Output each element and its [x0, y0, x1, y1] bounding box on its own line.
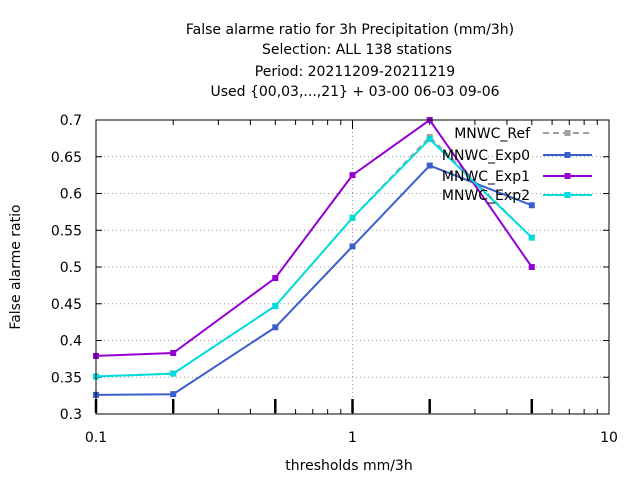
y-tick-label: 0.35 — [51, 370, 82, 386]
y-tick-label: 0.3 — [60, 407, 82, 423]
series-line — [95, 118, 533, 357]
series-line — [95, 137, 533, 378]
data-point — [272, 324, 279, 331]
x-tick-label: 0.1 — [85, 430, 107, 446]
chart-title-line-3: Period: 20211209-20211219 — [255, 64, 455, 80]
y-tick-label: 0.45 — [51, 297, 82, 313]
data-point — [349, 214, 356, 221]
data-point — [170, 391, 177, 398]
data-point — [349, 172, 356, 179]
data-point — [426, 162, 433, 169]
x-tick-label: 1 — [348, 430, 357, 446]
data-point — [528, 234, 535, 241]
series-line — [95, 164, 533, 396]
legend-label: MNWC_Exp0 — [442, 148, 530, 164]
data-point — [170, 349, 177, 356]
y-tick-label: 0.65 — [51, 150, 82, 166]
data-point — [170, 370, 177, 377]
legend-swatch-marker — [564, 130, 571, 136]
x-axis-label: thresholds mm/3h — [285, 458, 412, 474]
legend-swatch-marker — [564, 173, 571, 179]
chart-title-line-1: False alarme ratio for 3h Precipitation … — [186, 22, 514, 38]
plot-frame — [95, 119, 610, 415]
y-tick-label: 0.7 — [60, 113, 82, 129]
series-layer — [93, 117, 535, 398]
data-point — [272, 275, 279, 282]
y-tick-label: 0.5 — [60, 260, 82, 276]
data-point — [349, 243, 356, 250]
legend-label: MNWC_Exp1 — [442, 169, 530, 185]
data-point — [528, 264, 535, 270]
data-point — [272, 302, 279, 309]
legend-swatch-marker — [564, 192, 571, 198]
chart-title-group: False alarme ratio for 3h Precipitation … — [186, 22, 514, 100]
data-point — [528, 202, 535, 209]
axis-ticks: 0.3 0.35 0.4 0.45 0.5 0.55 0.6 0.65 0.7 0.1 1 10 — [51, 113, 618, 446]
y-tick-label: 0.4 — [60, 334, 82, 350]
y-tick-label: 0.55 — [51, 223, 82, 239]
grid — [96, 120, 609, 414]
y-axis-label: False alarme ratio — [8, 204, 24, 329]
legend-label: MNWC_Exp2 — [442, 188, 530, 204]
data-point — [426, 136, 433, 143]
y-tick-label: 0.6 — [60, 187, 82, 203]
chart-title-line-4: Used {00,03,...,21} + 03-00 06-03 09-06 — [210, 84, 499, 100]
legend: MNWC_Ref MNWC_Exp0 MNWC_Exp1 MNWC_Exp2 — [442, 126, 592, 204]
legend-label: MNWC_Ref — [454, 126, 531, 142]
legend-swatch-marker — [564, 152, 571, 158]
chart-title-line-2: Selection: ALL 138 stations — [262, 42, 452, 58]
x-tick-label: 10 — [600, 430, 618, 446]
